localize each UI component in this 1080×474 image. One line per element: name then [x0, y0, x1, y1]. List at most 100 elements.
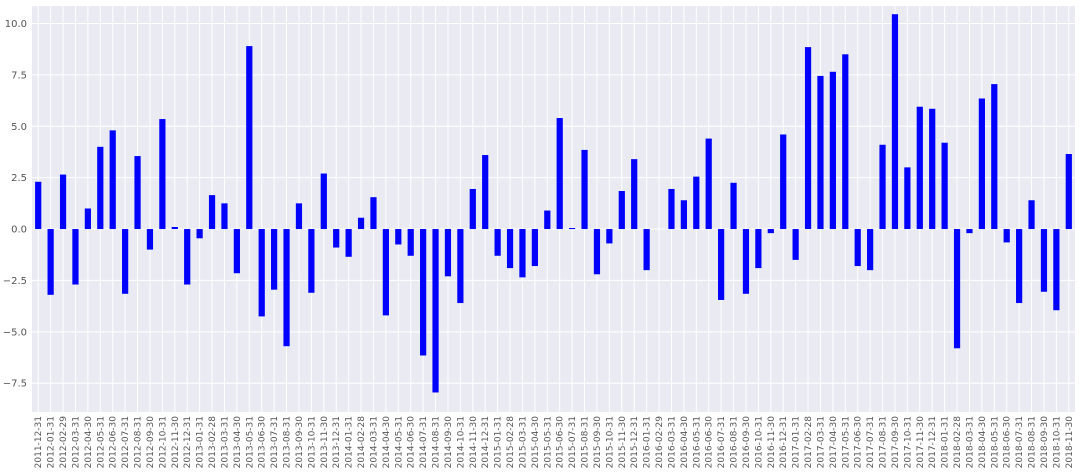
bar — [867, 229, 874, 271]
bar — [742, 229, 750, 294]
x-tick-label: 2016-08-31 — [730, 416, 740, 468]
x-tick-label: 2012-01-31 — [47, 416, 57, 468]
bar — [506, 229, 514, 269]
bar — [767, 229, 774, 234]
x-tick-label: 2012-07-31 — [121, 416, 131, 468]
bar — [146, 229, 154, 250]
x-tick-label: 2015-05-31 — [543, 416, 553, 468]
bar — [593, 229, 601, 275]
x-tick-label: 2015-03-31 — [518, 416, 528, 468]
x-tick-label: 2012-04-30 — [84, 416, 94, 469]
x-tick-label: 2015-08-31 — [581, 416, 591, 468]
y-tick-label: 2.5 — [11, 173, 27, 184]
x-tick-label: 2016-03-31 — [667, 416, 677, 468]
x-tick-label: 2018-03-31 — [965, 416, 975, 468]
x-tick-label: 2017-11-30 — [916, 416, 926, 469]
bar — [556, 118, 563, 230]
y-tick-label: 5.0 — [11, 122, 27, 133]
x-tick-label: 2014-05-31 — [394, 416, 404, 468]
x-tick-label: 2014-10-31 — [456, 416, 466, 468]
bar — [991, 84, 998, 230]
x-tick-label: 2012-02-29 — [59, 416, 69, 469]
bar — [395, 229, 402, 245]
bar — [295, 203, 303, 230]
x-tick-label: 2013-09-30 — [295, 416, 305, 469]
x-tick-label: 2015-02-28 — [506, 416, 516, 469]
x-tick-label: 2013-12-31 — [332, 416, 342, 468]
x-tick-label: 2014-12-31 — [481, 416, 491, 468]
bar — [804, 47, 812, 230]
x-tick-label: 2016-10-31 — [754, 416, 764, 468]
x-tick-label: 2018-01-31 — [941, 416, 951, 468]
x-tick-label: 2017-01-31 — [792, 416, 802, 468]
x-tick-label: 2015-04-30 — [531, 416, 541, 469]
x-tick-label: 2011-12-31 — [34, 416, 44, 468]
x-tick-label: 2015-06-30 — [556, 416, 566, 469]
bar — [184, 229, 191, 285]
x-tick-label: 2016-07-31 — [717, 416, 727, 468]
x-tick-label: 2013-03-31 — [220, 416, 230, 468]
bar — [469, 188, 476, 230]
x-tick-label: 2013-11-30 — [320, 416, 330, 469]
bar — [122, 229, 129, 294]
x-tick-label: 2012-10-31 — [158, 416, 168, 468]
y-tick-label: −2.5 — [3, 276, 27, 287]
bar — [854, 229, 861, 267]
bar — [705, 138, 712, 230]
x-tick-label: 2016-09-30 — [742, 416, 752, 469]
y-axis-tick-labels: −7.5 −5.0 −2.5 0.0 2.5 5.0 7.5 10.0 — [3, 19, 27, 390]
x-tick-label: 2018-04-30 — [978, 416, 988, 469]
x-tick-label: 2017-07-31 — [866, 416, 876, 468]
bar — [966, 229, 973, 234]
y-tick-label: −7.5 — [3, 379, 27, 390]
x-tick-label: 2018-11-30 — [1065, 416, 1075, 469]
bar — [792, 229, 799, 260]
bar — [941, 142, 948, 230]
bar — [59, 174, 67, 230]
x-tick-label: 2018-06-30 — [1003, 416, 1013, 469]
x-tick-label: 2017-09-30 — [891, 416, 901, 469]
x-tick-label: 2015-11-30 — [618, 416, 628, 469]
x-tick-label: 2014-11-30 — [469, 416, 479, 469]
bar — [134, 156, 141, 230]
bar — [953, 229, 961, 349]
x-tick-label: 2017-12-31 — [928, 416, 938, 468]
bar — [233, 229, 240, 274]
bar — [569, 228, 576, 230]
x-tick-label: 2012-09-30 — [146, 416, 156, 469]
bars — [35, 14, 1072, 393]
x-tick-label: 2014-08-31 — [432, 416, 442, 468]
x-tick-label: 2017-06-30 — [854, 416, 864, 469]
y-tick-label: 10.0 — [5, 19, 27, 30]
x-tick-label: 2016-05-31 — [692, 416, 702, 468]
bar — [84, 208, 91, 230]
bar — [407, 229, 414, 256]
x-tick-label: 2018-02-28 — [953, 416, 963, 469]
x-tick-label: 2012-11-30 — [171, 416, 181, 469]
bar — [72, 229, 79, 285]
x-tick-label: 2017-02-28 — [804, 416, 814, 469]
y-tick-label: 0.0 — [11, 225, 27, 236]
x-tick-label: 2013-05-31 — [245, 416, 255, 468]
bar — [879, 144, 886, 230]
bar — [221, 203, 228, 230]
bar — [904, 167, 911, 230]
bar — [817, 75, 824, 230]
x-tick-label: 2016-02-29 — [655, 416, 665, 469]
x-tick-label: 2018-09-30 — [1040, 416, 1050, 469]
x-tick-label: 2018-07-31 — [1015, 416, 1025, 468]
bar — [308, 229, 315, 293]
bar — [494, 229, 501, 256]
bar — [829, 71, 836, 230]
bar — [978, 98, 985, 230]
x-tick-label: 2013-06-30 — [258, 416, 268, 469]
x-tick-label: 2013-07-31 — [270, 416, 280, 468]
bar — [668, 188, 675, 230]
bar — [606, 229, 613, 244]
bar — [891, 14, 899, 230]
x-tick-label: 2014-01-31 — [345, 416, 355, 468]
bar — [780, 134, 787, 230]
bar — [693, 176, 700, 230]
bar — [618, 191, 625, 230]
